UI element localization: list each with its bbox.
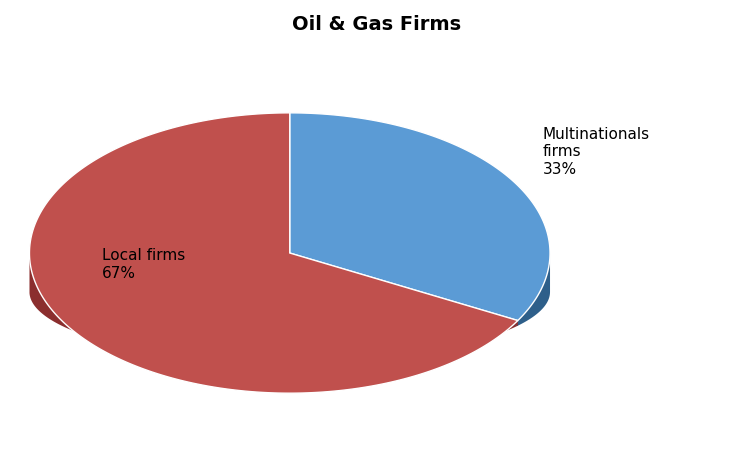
Polygon shape: [29, 113, 518, 393]
Text: Local firms
67%: Local firms 67%: [102, 249, 185, 281]
Polygon shape: [290, 113, 550, 321]
Polygon shape: [518, 253, 550, 326]
Title: Oil & Gas Firms: Oil & Gas Firms: [292, 15, 461, 34]
Text: Multinationals
firms
33%: Multinationals firms 33%: [543, 127, 650, 177]
Polygon shape: [290, 253, 518, 326]
Polygon shape: [29, 254, 518, 362]
Polygon shape: [290, 253, 518, 326]
